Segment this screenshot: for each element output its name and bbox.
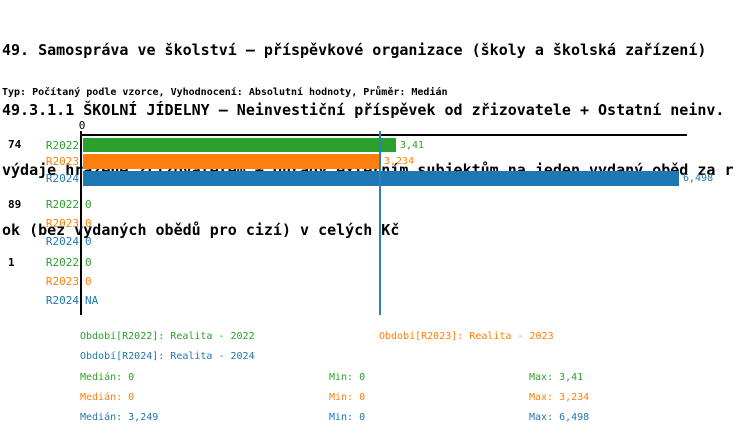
legend-period-r2023: Období[R2023]: Realita - 2023: [379, 331, 554, 342]
value-r2022-group-89: 0: [85, 198, 92, 211]
bar-value-r2023-group-74: 3,234: [384, 156, 415, 167]
stat-min-r2024: Min: 0: [329, 412, 366, 423]
stat-min-r2022: Min: 0: [329, 372, 366, 383]
series-label-r2024-group-74: R2024: [45, 172, 79, 185]
series-label-r2022-group-89: R2022: [45, 198, 79, 211]
title-line-2: 49.3.1.1 ŠKOLNÍ JÍDELNY – Neinvestiční p…: [2, 101, 725, 119]
series-label-r2022-group-1: R2022: [45, 256, 79, 269]
series-label-r2024-group-1: R2024: [45, 294, 79, 307]
value-r2024-group-1: NA: [85, 294, 99, 307]
legend-period-r2022: Období[R2022]: Realita - 2022: [80, 331, 255, 342]
stat-max-r2023: Max: 3,234: [529, 392, 590, 403]
group-label-89: 89: [8, 198, 22, 211]
stat-max-r2022: Max: 3,41: [529, 372, 584, 383]
series-label-r2023-group-89: R2023: [45, 217, 79, 230]
series-label-r2023-group-74: R2023: [45, 155, 79, 168]
group-label-1: 1: [8, 256, 15, 269]
group-label-74: 74: [8, 138, 22, 151]
series-label-r2023-group-1: R2023: [45, 275, 79, 288]
value-r2024-group-89: 0: [85, 235, 92, 248]
bar-value-r2024-group-74: 6,498: [683, 173, 714, 184]
legend-period-r2024: Období[R2024]: Realita - 2024: [80, 351, 255, 362]
y-axis-line: [80, 131, 82, 315]
value-r2023-group-1: 0: [85, 275, 92, 288]
bar-r2023-group-74: [83, 154, 380, 169]
bar-r2022-group-74: [83, 138, 396, 152]
stat-max-r2024: Max: 6,498: [529, 412, 590, 423]
x-axis-tick-label: 0: [78, 119, 86, 132]
stat-median-r2022: Medián: 0: [80, 372, 135, 383]
median-reference-line: [379, 131, 381, 315]
stat-median-r2023: Medián: 0: [80, 392, 135, 403]
bar-value-r2022-group-74: 3,41: [400, 140, 425, 151]
series-label-r2024-group-89: R2024: [45, 235, 79, 248]
value-r2022-group-1: 0: [85, 256, 92, 269]
bar-r2024-group-74: [83, 171, 679, 186]
series-label-r2022-group-74: R2022: [45, 139, 79, 152]
value-r2023-group-89: 0: [85, 217, 92, 230]
stat-min-r2023: Min: 0: [329, 392, 366, 403]
title-line-4: ok (bez vydaných obědů pro cizí) v celýc…: [2, 221, 400, 239]
title-line-1: 49. Samospráva ve školství – příspěvkové…: [2, 41, 707, 59]
chart-meta-info: Typ: Počítaný podle vzorce, Vyhodnocení:…: [2, 87, 448, 98]
x-axis-line: [80, 134, 687, 136]
stat-median-r2024: Medián: 3,249: [80, 412, 159, 423]
